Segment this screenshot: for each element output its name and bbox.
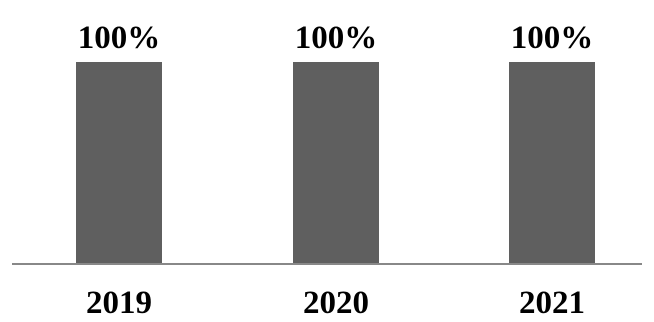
data-labels: 100% 100% 100%	[78, 20, 594, 56]
bar-2021	[509, 62, 595, 264]
bar-2019	[76, 62, 162, 264]
x-axis-tick-labels: 2019 2020 2021	[86, 285, 585, 321]
data-label-2020: 100%	[295, 20, 378, 56]
x-tick-label-2019: 2019	[86, 285, 152, 321]
x-tick-label-2021: 2021	[519, 285, 585, 321]
data-label-2019: 100%	[78, 20, 161, 56]
x-tick-label-2020: 2020	[303, 285, 369, 321]
data-label-2021: 100%	[511, 20, 594, 56]
bar-series	[76, 62, 595, 264]
bar-2020	[293, 62, 379, 264]
